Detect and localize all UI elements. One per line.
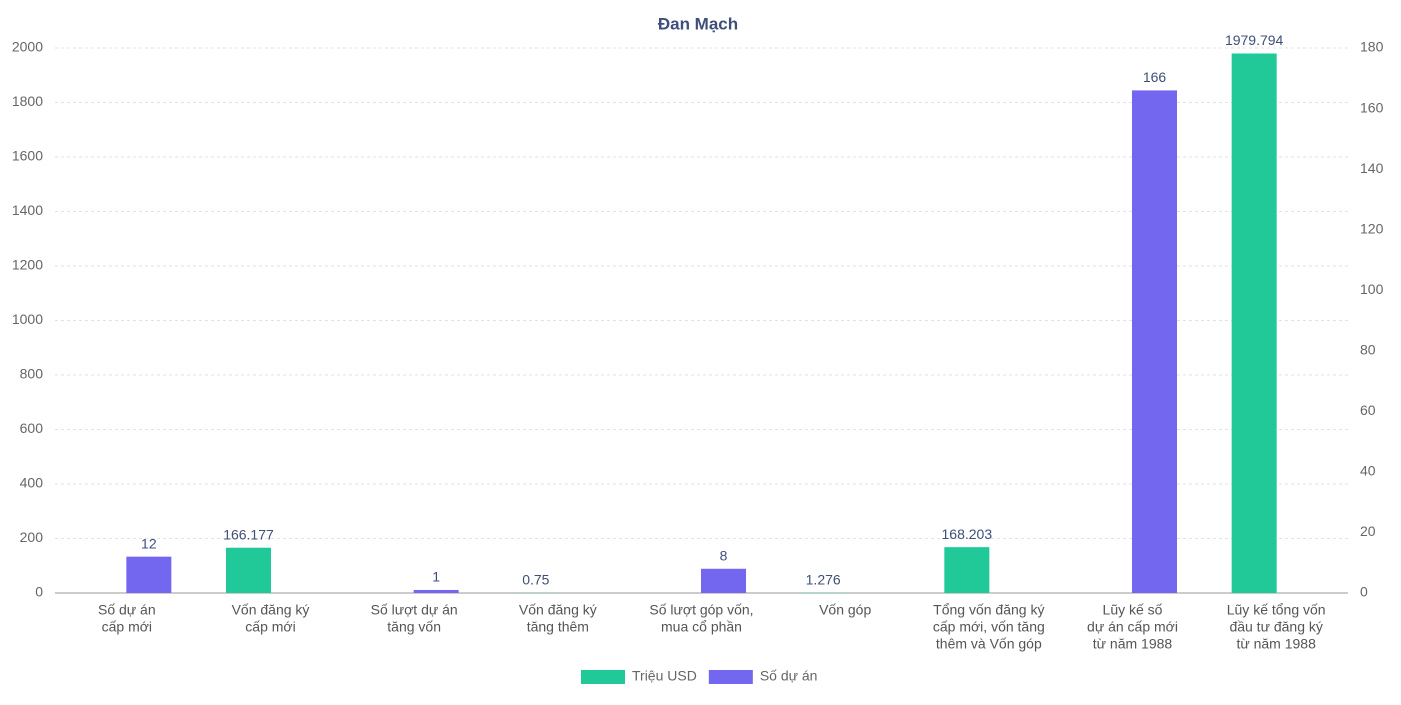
value-label: 0.75	[522, 571, 549, 587]
y2-tick-label: 0	[1360, 584, 1368, 600]
bar	[126, 556, 172, 593]
x-tick-label: Lũy kế tổng vốn	[1227, 602, 1326, 618]
x-tick-label: cấp mới	[102, 619, 152, 635]
y-tick-label: 2000	[12, 39, 43, 55]
legend-label: Số dự án	[760, 668, 818, 684]
value-label: 8	[720, 547, 728, 563]
value-label: 1	[432, 569, 440, 585]
x-tick-label: Vốn đăng ký	[232, 602, 310, 618]
bar	[1231, 53, 1277, 594]
y-tick-label: 0	[35, 584, 43, 600]
y2-tick-label: 140	[1360, 160, 1384, 176]
value-label: 166.177	[223, 526, 274, 542]
x-tick-label: cấp mới	[245, 619, 295, 635]
legend-label: Triệu USD	[632, 668, 697, 684]
x-tick-label: dự án cấp mới	[1087, 619, 1178, 635]
bar	[944, 547, 990, 593]
x-tick-label: Số lượt dự án	[371, 602, 458, 618]
y2-tick-label: 40	[1360, 463, 1376, 479]
x-tick-label: mua cổ phần	[661, 619, 742, 635]
x-tick-label: tăng vốn	[387, 619, 441, 635]
y-tick-label: 1000	[12, 311, 43, 327]
legend-swatch	[581, 670, 625, 684]
value-label: 1.276	[806, 571, 841, 587]
y-tick-label: 400	[20, 475, 44, 491]
y2-tick-label: 120	[1360, 220, 1384, 236]
x-tick-label: Số lượt góp vốn,	[649, 602, 753, 618]
bar	[413, 589, 459, 593]
x-tick-label: đầu tư đăng ký	[1229, 619, 1322, 635]
bar	[701, 568, 746, 593]
chart-title: Đan Mạch	[658, 14, 738, 33]
y2-tick-label: 180	[1360, 39, 1384, 55]
x-tick-label: Lũy kế số	[1103, 602, 1163, 618]
value-label: 12	[141, 535, 157, 551]
x-tick-label: Tổng vốn đăng ký	[933, 602, 1044, 618]
value-label: 1979.794	[1225, 32, 1284, 48]
y2-tick-label: 20	[1360, 523, 1376, 539]
y2-tick-label: 80	[1360, 341, 1376, 357]
x-tick-label: cấp mới, vốn tăng	[933, 619, 1045, 635]
y2-tick-label: 100	[1360, 281, 1384, 297]
value-label: 166	[1143, 69, 1167, 85]
value-label: 168.203	[942, 526, 993, 542]
y-tick-label: 1800	[12, 93, 43, 109]
y-tick-label: 1600	[12, 148, 43, 164]
x-tick-label: từ năm 1988	[1093, 636, 1173, 652]
bar	[226, 547, 271, 593]
y-tick-label: 1200	[12, 257, 43, 273]
y-tick-label: 1400	[12, 202, 43, 218]
x-tick-label: thêm và Vốn góp	[936, 636, 1042, 652]
x-tick-label: từ năm 1988	[1236, 636, 1316, 652]
legend-swatch	[708, 670, 753, 684]
y2-tick-label: 60	[1360, 402, 1376, 418]
x-tick-label: tăng thêm	[527, 619, 589, 635]
y2-tick-label: 160	[1360, 99, 1384, 115]
x-tick-label: Vốn đăng ký	[519, 602, 597, 618]
x-tick-label: Vốn góp	[819, 602, 871, 618]
bar	[1132, 90, 1177, 593]
x-tick-label: Số dự án	[98, 602, 156, 618]
y-tick-label: 800	[20, 366, 44, 382]
y-tick-label: 600	[20, 420, 44, 436]
y-tick-label: 200	[20, 529, 44, 545]
